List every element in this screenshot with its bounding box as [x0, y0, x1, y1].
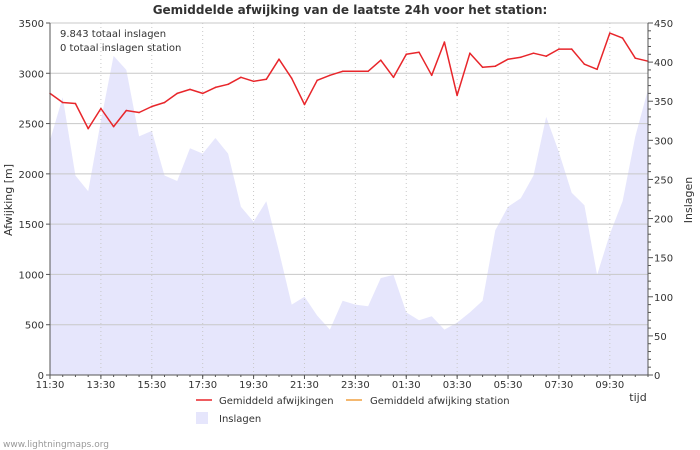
y-tick-label: 2000 [19, 170, 44, 181]
legend-label-station: Gemiddeld afwijking station [370, 396, 510, 407]
legend-swatch-strikes [196, 412, 208, 424]
x-tick-label: 15:30 [137, 380, 166, 391]
deviation-point [265, 78, 268, 81]
strikes-area [50, 55, 648, 376]
deviation-point [507, 58, 509, 60]
y-tick-label: 3500 [19, 19, 44, 30]
deviation-point [151, 105, 153, 108]
deviation-point [494, 65, 497, 67]
deviation-point [329, 74, 331, 77]
x-tick-label: 09:30 [595, 380, 624, 391]
deviation-line [49, 32, 649, 130]
deviation-point [138, 111, 140, 114]
deviation-point [418, 51, 420, 53]
x-tick-label: 21:30 [290, 380, 319, 391]
y-tick-label: 2500 [19, 120, 44, 131]
deviation-point [87, 127, 89, 130]
strikes-area-layer [50, 55, 648, 376]
y2-tick-label: 200 [654, 215, 673, 226]
deviation-point [443, 41, 446, 43]
y2-tick-label: 250 [654, 175, 673, 186]
x-tick-label: 23:30 [341, 380, 370, 391]
y2-tick-label: 150 [654, 254, 673, 265]
deviation-point [240, 76, 242, 79]
deviation-point [303, 103, 306, 106]
x-tick-label: 01:30 [392, 380, 421, 391]
y2-tick-label: 300 [654, 136, 673, 147]
deviation-point [201, 92, 204, 95]
y-tick-label: 0 [38, 371, 44, 382]
deviation-point [252, 80, 255, 83]
y-axis-label: Afwijking [m] [2, 164, 15, 236]
y-tick-label: 1500 [19, 220, 44, 231]
y2-tick-label: 450 [654, 19, 673, 30]
deviation-point [596, 68, 598, 71]
deviation-point [456, 94, 458, 97]
deviation-point [621, 37, 624, 39]
x-axis-label: tijd [629, 391, 646, 404]
chart-title: Gemiddelde afwijking van de laatste 24h … [153, 3, 548, 17]
deviation-point [316, 79, 319, 82]
deviation-point [189, 88, 191, 91]
deviation-point [520, 56, 522, 58]
deviation-point [532, 52, 535, 54]
deviation-point [100, 107, 102, 110]
x-tick-label: 07:30 [545, 380, 574, 391]
deviation-point [341, 70, 344, 73]
deviation-point [609, 32, 611, 34]
x-tick-label: 11:30 [36, 380, 65, 391]
deviation-point [405, 53, 408, 55]
y2-tick-label: 350 [654, 97, 673, 108]
deviation-point [570, 48, 573, 50]
deviation-point [125, 109, 128, 112]
deviation-point [558, 48, 560, 50]
deviation-point [367, 70, 369, 73]
legend-label-deviation: Gemiddeld afwijkingen [219, 396, 334, 407]
deviation-point [112, 125, 115, 128]
deviation-point [278, 58, 280, 60]
deviation-point [634, 57, 637, 59]
axes: 0 500 1000 1500 2000 2500 3000 3500 0 50 100 150 200… [19, 19, 674, 391]
deviation-point [61, 101, 64, 104]
deviation-point [227, 83, 229, 86]
x-tick-label: 17:30 [188, 380, 217, 391]
deviation-point [430, 74, 433, 77]
deviation-point [214, 86, 217, 89]
deviation-point [354, 70, 357, 73]
deviation-point [545, 55, 547, 57]
annotation-total-strikes: 9.843 totaal inslagen [60, 29, 166, 40]
y-tick-label: 1000 [19, 270, 44, 281]
y2-tick-label: 400 [654, 58, 673, 69]
gridlines [50, 22, 648, 375]
deviation-point [176, 92, 178, 95]
y-tick-label: 3000 [19, 69, 44, 80]
y2-tick-label: 50 [654, 332, 667, 343]
x-tick-label: 05:30 [494, 380, 523, 391]
y-tick-label: 500 [25, 321, 44, 332]
deviation-point [583, 63, 586, 65]
y2-tick-label: 0 [654, 371, 660, 382]
legend-label-strikes: Inslagen [219, 414, 261, 425]
y2-tick-label: 100 [654, 293, 673, 304]
deviation-point [290, 77, 293, 80]
y2-axis-label: Inslagen [682, 177, 695, 223]
deviation-point [380, 59, 382, 61]
deviation-point [392, 76, 395, 79]
deviation-point [481, 66, 484, 69]
deviation-point [163, 101, 166, 104]
x-tick-label: 03:30 [443, 380, 472, 391]
source-footer: www.lightningmaps.org [3, 440, 109, 450]
deviation-point [469, 52, 471, 54]
legend: Gemiddeld afwijkingen Gemiddeld afwijkin… [196, 396, 510, 425]
annotation-station-strikes: 0 totaal inslagen station [60, 43, 181, 54]
x-tick-label: 19:30 [239, 380, 268, 391]
deviation-point [74, 102, 77, 105]
x-tick-label: 13:30 [86, 380, 115, 391]
